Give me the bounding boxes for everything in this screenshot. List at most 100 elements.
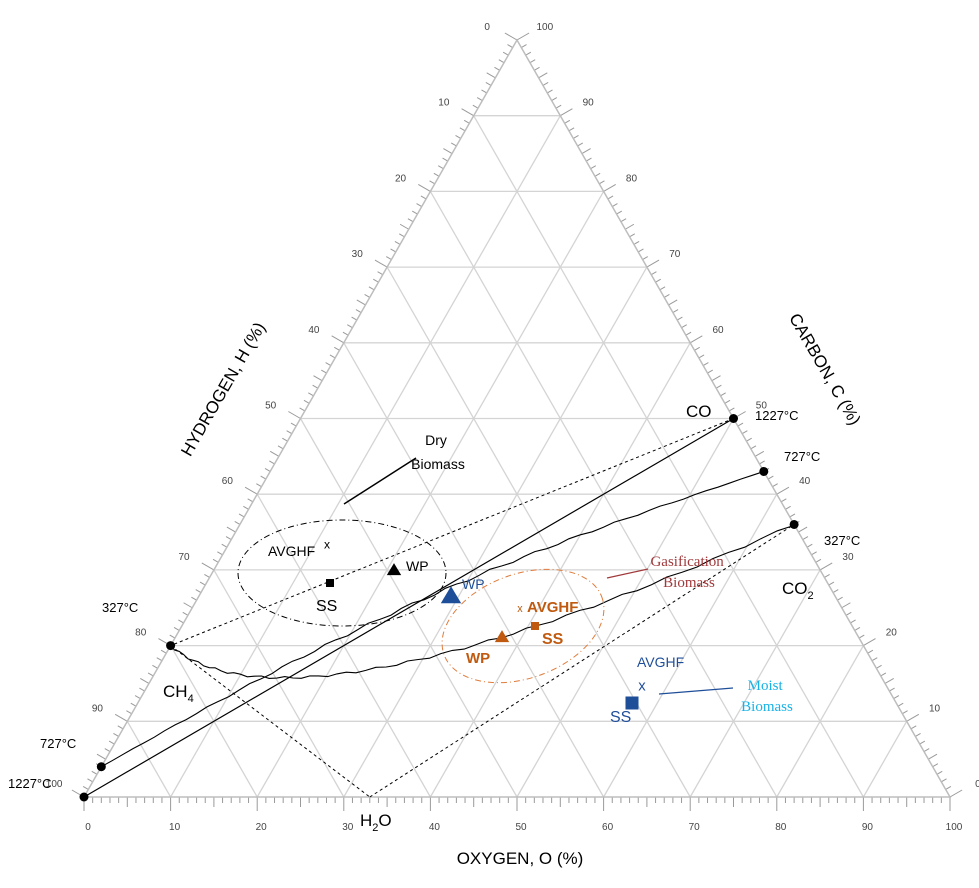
tick-right-9: [910, 725, 917, 730]
marker-dry-avghf: x: [324, 538, 330, 552]
tick-label-right-5: 50: [756, 401, 768, 412]
tick-left-4: [494, 66, 500, 71]
temp-label-327-right: 327°C: [824, 533, 860, 548]
tick-left-73: [195, 589, 202, 594]
tick-right-55: [711, 375, 721, 382]
tick-label-right-3: 30: [842, 552, 854, 563]
species-co2: CO2: [782, 579, 814, 602]
tick-right-82: [594, 172, 601, 177]
tick-right-81: [599, 180, 605, 185]
tick-left-32: [372, 278, 379, 283]
species-ch4: CH4: [163, 682, 194, 705]
tick-right-80: [603, 183, 616, 192]
tick-right-67: [659, 286, 666, 291]
tick-label-left-5: 50: [265, 401, 277, 412]
tick-right-57: [702, 362, 709, 366]
tick-right-25: [841, 602, 851, 609]
tick-left-43: [325, 362, 332, 366]
tick-right-61: [685, 331, 692, 336]
tick-left-16: [442, 157, 448, 162]
tick-left-94: [104, 748, 111, 753]
tick-right-14: [889, 687, 895, 692]
tick-left-89: [126, 710, 132, 715]
tick-label-left-10: 100: [46, 779, 63, 790]
tick-left-52: [286, 430, 293, 435]
tick-right-30: [819, 562, 833, 571]
tick-left-25: [399, 223, 410, 230]
tick-left-37: [351, 316, 358, 321]
tick-label-left-2: 20: [395, 173, 407, 184]
tick-right-44: [759, 460, 765, 465]
label-dry-avghf: AVGHF: [268, 543, 315, 559]
grid-line-oxygen-90: [862, 720, 908, 798]
label-gas-avghf: AVGHF: [527, 599, 578, 616]
tick-left-31: [377, 271, 384, 276]
tick-right-54: [715, 384, 722, 389]
axis-ticks: 0 10 20 30 40 50 60 70 80 90 100010203040506070809…: [46, 22, 979, 833]
tick-left-48: [303, 399, 310, 404]
grid-line-oxygen-60: [603, 493, 778, 798]
tick-left-41: [334, 346, 340, 351]
region-label-dry: Dry Biomass: [411, 432, 465, 472]
species-co: CO: [686, 402, 712, 421]
tick-right-70: [646, 259, 660, 268]
tick-right-46: [750, 445, 757, 450]
tick-left-33: [368, 286, 375, 291]
tick-right-15: [884, 678, 894, 684]
tick-right-78: [612, 203, 618, 207]
grid-line-oxygen-80: [776, 645, 864, 798]
curve-727: [101, 470, 764, 768]
tick-right-100: [516, 32, 530, 41]
tick-right-91: [555, 104, 562, 109]
tick-right-26: [837, 596, 843, 601]
region-label-moist: Moist Biomass: [741, 678, 793, 715]
tick-right-83: [590, 165, 597, 170]
tick-left-34: [364, 293, 371, 298]
tick-right-21: [858, 634, 865, 639]
tick-left-71: [204, 574, 210, 578]
tick-left-61: [247, 498, 254, 503]
tick-left-2: [502, 51, 509, 56]
tick-right-12: [897, 702, 904, 707]
tick-left-13: [455, 134, 461, 139]
tick-left-44: [321, 369, 327, 374]
tick-left-35: [356, 299, 366, 306]
tick-left-51: [290, 422, 297, 427]
tick-right-77: [616, 210, 623, 215]
tick-right-63: [676, 316, 683, 321]
tick-left-29: [385, 256, 392, 260]
tick-right-64: [672, 309, 679, 313]
tick-right-28: [828, 581, 835, 586]
tick-left-90: [114, 713, 128, 722]
leader-dry: [343, 457, 417, 505]
tick-right-11: [902, 710, 908, 715]
tick-label-bottom-2: 20: [256, 822, 268, 833]
tick-label-bottom-3: 30: [342, 822, 354, 833]
tick-label-bottom-10: 100: [946, 822, 963, 833]
tick-left-30: [374, 259, 388, 268]
tick-right-87: [573, 134, 579, 139]
tick-label-bottom-8: 80: [775, 822, 787, 833]
tick-left-46: [312, 384, 319, 389]
tick-left-10: [461, 108, 474, 117]
label-moist-wp: WP: [462, 576, 485, 592]
tick-right-17: [876, 664, 882, 669]
tick-right-18: [871, 657, 878, 662]
tick-right-98: [525, 51, 532, 56]
marker-dry-ss: [326, 579, 334, 587]
tick-right-84: [586, 157, 592, 162]
tick-right-52: [724, 399, 731, 404]
tick-label-bottom-0: 0: [85, 822, 91, 833]
tick-right-75: [624, 223, 635, 230]
tick-right-41: [772, 483, 778, 488]
tick-right-74: [629, 233, 636, 238]
tick-right-20: [863, 638, 876, 647]
tick-left-97: [91, 770, 98, 775]
tick-left-79: [169, 634, 176, 639]
tick-right-65: [668, 299, 678, 306]
tick-label-right-0: 0: [975, 779, 979, 790]
tick-right-69: [650, 271, 657, 276]
marker-dry-wp: [386, 563, 402, 576]
temp-label-727-left: 727°C: [40, 736, 76, 751]
tick-right-10: [906, 713, 920, 722]
